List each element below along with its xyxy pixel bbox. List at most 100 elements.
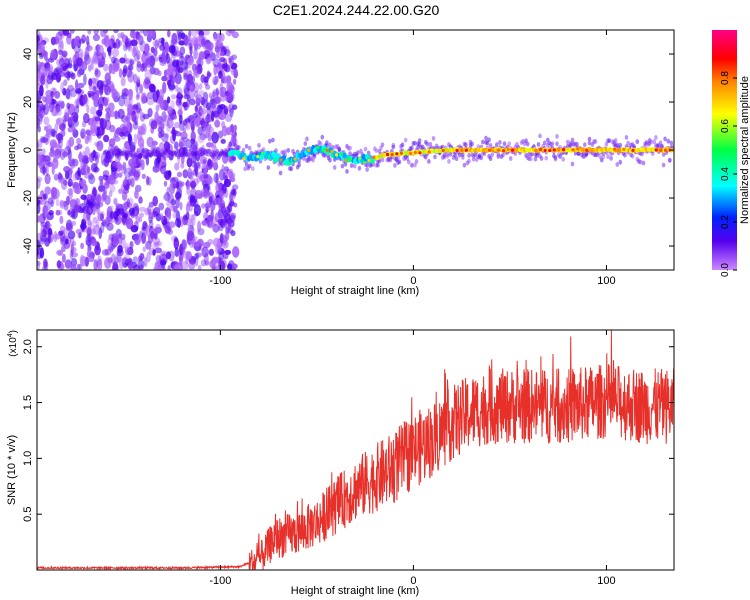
heatmap-band-halo — [380, 157, 385, 163]
heatmap-noise-cell — [50, 36, 57, 46]
heatmap-noise-cell — [112, 233, 120, 246]
heatmap-band-peak — [321, 148, 325, 152]
heatmap-noise-cell — [191, 214, 196, 227]
heatmap-noise-cell — [187, 180, 191, 190]
heatmap-band-peak — [362, 160, 366, 164]
heatmap-band-peak — [548, 148, 552, 153]
heatmap-noise-cell — [37, 178, 41, 189]
heatmap-noise-cell — [185, 212, 190, 220]
heatmap-noise-cell — [132, 170, 139, 177]
heatmap-noise-cell — [218, 32, 225, 42]
heatmap-x-ticks: -100 0 100 — [209, 30, 616, 287]
heatmap-noise-cell — [174, 191, 182, 199]
heatmap-noise-cell — [178, 254, 183, 266]
heatmap-noise-cell — [219, 219, 226, 228]
heatmap-noise-cell — [87, 218, 92, 229]
heatmap-band-halo — [533, 156, 538, 162]
heatmap-noise-cell — [72, 181, 80, 194]
heatmap-noise-cell — [209, 260, 214, 268]
heatmap-band-peak — [455, 148, 459, 153]
heatmap-noise-cell — [112, 261, 119, 270]
heatmap-band-halo — [461, 155, 465, 160]
heatmap-noise-cell — [63, 108, 69, 121]
heatmap-noise-cell — [73, 37, 79, 47]
heatmap-band-core — [271, 151, 276, 158]
heatmap-band-halo — [232, 155, 237, 161]
heatmap-noise-cell — [76, 97, 80, 109]
snr-x-tick-label: 0 — [410, 575, 416, 587]
heatmap-noise-cell — [228, 172, 235, 180]
heatmap-noise-cell — [54, 109, 62, 116]
heatmap-noise-cell — [120, 31, 125, 39]
heatmap-noise-cell — [205, 206, 209, 214]
heatmap-band-peak — [497, 148, 501, 152]
heatmap-noise-cell — [80, 128, 86, 140]
heatmap-noise-cell — [37, 260, 41, 267]
heatmap-noise-cell — [44, 61, 51, 72]
heatmap-noise-cell — [136, 63, 142, 73]
heatmap-noise-cell — [127, 133, 132, 142]
heatmap-noise-cell — [177, 31, 182, 41]
heatmap-noise-cell — [37, 112, 43, 125]
colorbar: 0.0 0.2 0.4 0.6 0.8 Normalized spectral ampl… — [712, 30, 750, 277]
heatmap-noise-cell — [195, 94, 203, 102]
heatmap-noise-cell — [147, 177, 152, 186]
heatmap-noise-cell — [67, 126, 74, 133]
heatmap-noise-cell — [189, 214, 195, 222]
heatmap-noise-cell — [126, 247, 134, 256]
heatmap-noise-cell — [160, 258, 166, 269]
heatmap-noise-cell — [128, 207, 136, 216]
heatmap-band-halo — [397, 159, 402, 165]
heatmap-noise-cell — [221, 183, 227, 194]
heatmap-panel: -100 0 100 -40 -20 0 20 40 Height of straight … — [6, 29, 675, 297]
heatmap-band-halo — [237, 145, 241, 150]
heatmap-band-peak — [316, 145, 320, 150]
heatmap-noise-cell — [154, 247, 162, 254]
heatmap-noise-cell — [206, 161, 213, 170]
heatmap-noise-cell — [58, 49, 63, 55]
heatmap-noise-cell — [69, 30, 75, 34]
heatmap-noise-cell — [192, 82, 200, 94]
heatmap-noise-cell — [233, 202, 238, 208]
heatmap-band-halo — [251, 166, 255, 172]
snr-y-axis-label: SNR (10 * v/v) — [6, 435, 18, 505]
heatmap-noise-cell — [129, 96, 133, 106]
heatmap-noise-cell — [97, 255, 102, 266]
heatmap-noise-cell — [72, 173, 78, 181]
heatmap-noise-cell — [114, 157, 120, 166]
heatmap-noise-cell — [100, 30, 107, 38]
heatmap-noise-cell — [63, 79, 68, 86]
heatmap-band-halo — [507, 141, 512, 147]
heatmap-noise-cell — [176, 171, 183, 178]
heatmap-noise-cell — [109, 124, 116, 133]
heatmap-noise-cell — [98, 142, 103, 149]
heatmap-noise-cell — [174, 247, 180, 257]
heatmap-noise-cell — [117, 172, 123, 178]
heatmap-noise-cell — [64, 259, 72, 269]
heatmap-noise-cell — [62, 119, 66, 129]
heatmap-band-halo — [601, 154, 606, 160]
heatmap-noise-cell — [78, 38, 85, 45]
heatmap-noise-cell — [92, 34, 100, 42]
heatmap-band-halo — [587, 140, 592, 146]
heatmap-noise-cell — [103, 134, 110, 143]
heatmap-noise-cell — [82, 155, 89, 164]
heatmap-noise-cell — [219, 86, 227, 98]
heatmap-noise-cell — [122, 42, 128, 52]
heatmap-noise-cell — [69, 236, 75, 248]
heatmap-noise-cell — [194, 252, 200, 260]
heatmap-noise-cell — [201, 37, 206, 48]
heatmap-noise-cell — [108, 138, 116, 147]
heatmap-band-halo — [410, 145, 414, 151]
heatmap-noise-cell — [48, 66, 54, 76]
heatmap-noise-cell — [59, 200, 67, 209]
heatmap-noise-cell — [115, 203, 121, 209]
heatmap-y-ticks: -40 -20 0 20 40 — [22, 48, 674, 254]
heatmap-noise-cell — [42, 225, 51, 235]
heatmap-band-halo — [570, 161, 575, 167]
heatmap-noise-cell — [198, 51, 206, 60]
heatmap-noise-cell — [122, 179, 127, 186]
heatmap-noise-cell — [160, 250, 168, 256]
heatmap-noise-cell — [90, 58, 94, 70]
heatmap-band-halo — [641, 160, 646, 166]
